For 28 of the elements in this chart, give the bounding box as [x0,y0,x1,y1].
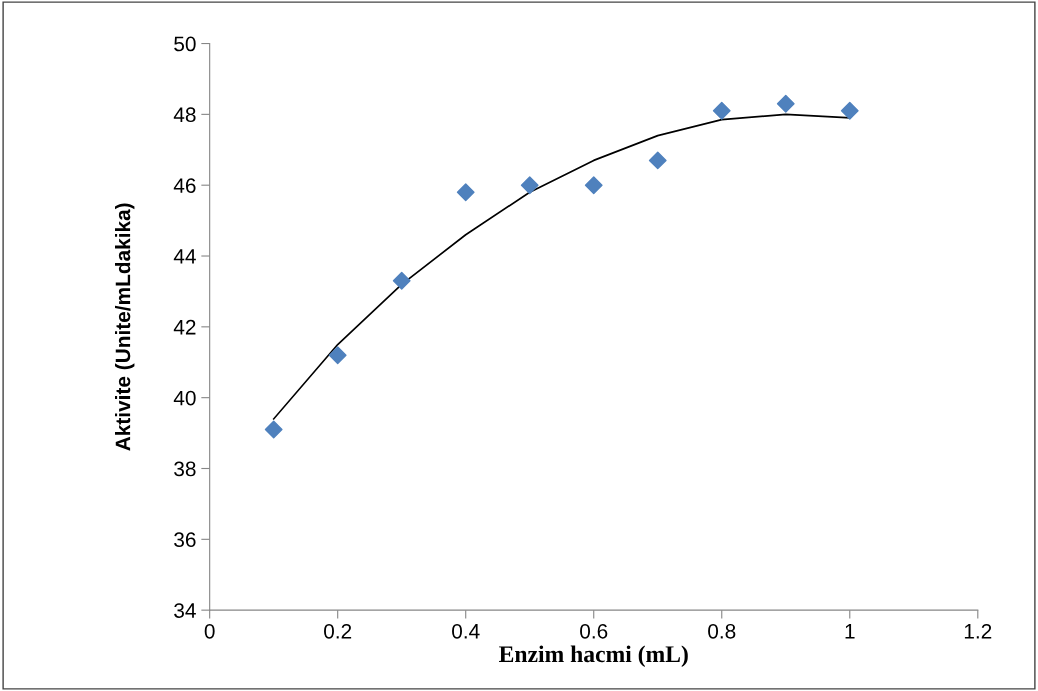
x-tick-label: 1 [845,624,855,639]
x-tick-label: 0.6 [580,623,608,639]
y-tick-label: 36 [174,532,196,548]
point [840,101,859,120]
point [520,176,539,195]
y-tick-label: 46 [173,178,196,193]
y-tick-label: 48 [173,107,196,123]
x-tick-label: 0.2 [324,623,352,639]
x-tick-label: 1.2 [964,623,992,639]
point [328,346,347,365]
y-tick-label: 38 [174,461,196,477]
point [392,271,411,290]
y-tick-label: 40 [173,390,196,406]
y-tick-label: 50 [174,36,196,52]
y-axis-title: Aktivite (Unite/mLdakika) [115,203,135,451]
point [776,94,795,113]
x-axis-title: Enzim hacmi (mL) [499,645,688,667]
point [712,101,731,120]
y-tick-label: 44 [173,249,196,264]
point [648,151,667,170]
x-tick-label: 0.4 [452,623,480,639]
x-tick-label: 0.8 [708,623,736,639]
x-tick-label: 0 [204,623,215,639]
point [456,183,475,202]
point [584,176,603,195]
point [264,420,283,439]
y-tick-label: 42 [173,319,196,335]
y-tick-label: 34 [174,603,196,618]
